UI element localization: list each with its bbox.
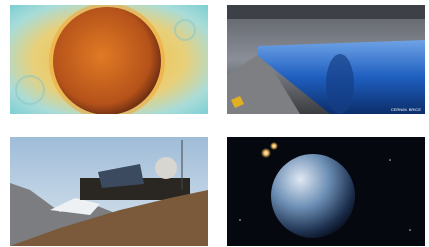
planet-image[interactable] [227,137,425,246]
page: CERN/M. BRICE (() => { const data = JSON… [0,0,429,247]
sun-image[interactable] [10,3,208,119]
photo-credit: CERN/M. BRICE [391,107,422,112]
collider-image[interactable]: CERN/M. BRICE [227,5,425,114]
station-image[interactable] [10,137,208,246]
image-grid: CERN/M. BRICE [0,0,429,247]
